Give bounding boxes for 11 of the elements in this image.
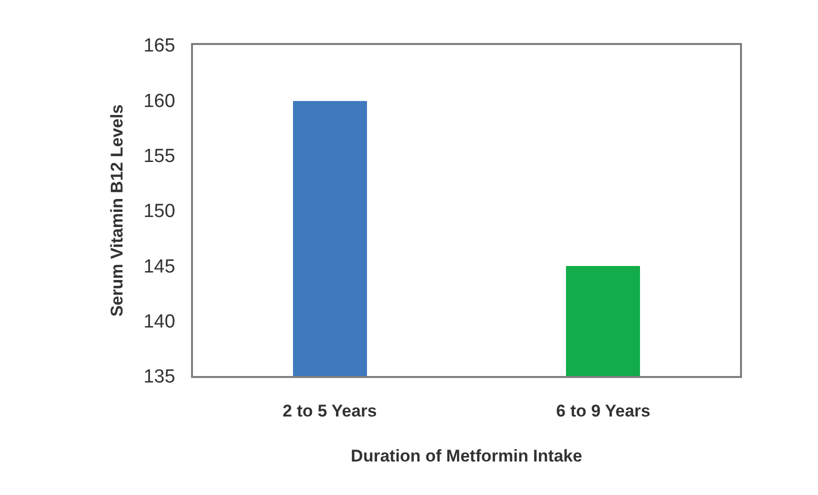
y-axis-title: Serum Vitamin B12 Levels — [108, 104, 127, 317]
y-tick-label: 160 — [143, 90, 176, 112]
y-tick-label: 155 — [143, 146, 176, 167]
y-tick-label: 150 — [143, 201, 176, 222]
x-axis-title: Duration of Metformin Intake — [350, 446, 582, 466]
y-tick-label: 145 — [143, 256, 176, 278]
y-tick-label: 135 — [143, 366, 176, 388]
x-tick-label: 6 to 9 Years — [556, 401, 650, 420]
y-tick-label: 165 — [143, 36, 176, 57]
x-tick-label: 2 to 5 Years — [282, 401, 377, 420]
y-tick-label: 140 — [143, 311, 176, 332]
